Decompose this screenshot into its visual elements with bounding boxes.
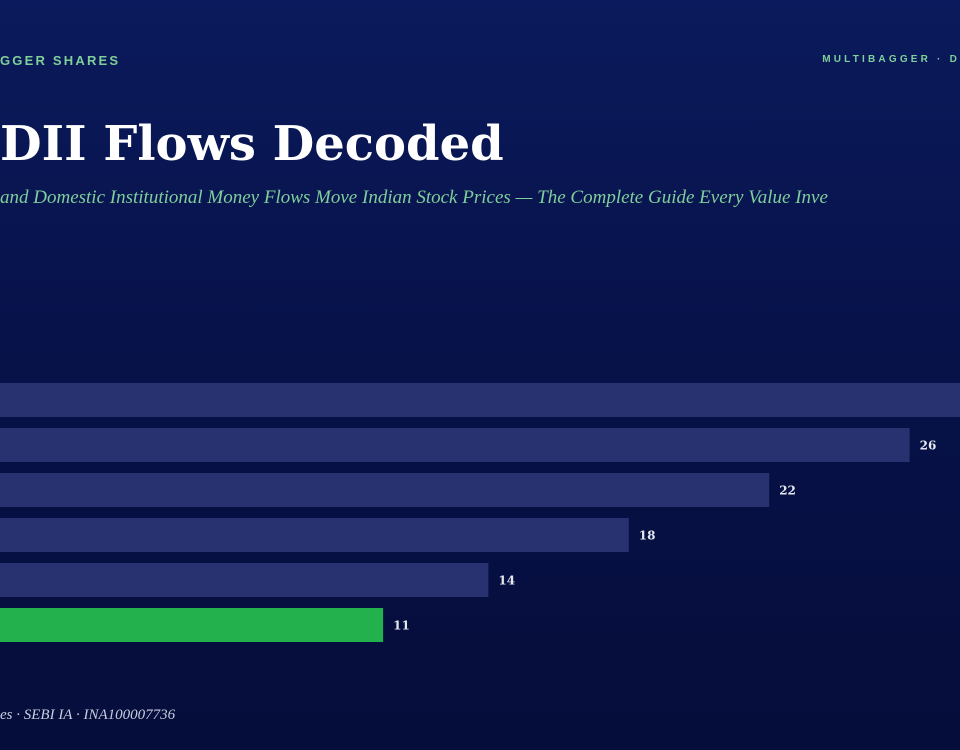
bar xyxy=(0,608,384,642)
bar xyxy=(0,383,960,417)
bar xyxy=(0,563,489,597)
header-right: MULTIBAGGER · D xyxy=(822,54,960,65)
title: DII Flows Decoded xyxy=(0,116,504,172)
bar-value-label: 18 xyxy=(639,529,656,543)
bar xyxy=(0,428,910,462)
brand: GGER SHARES xyxy=(0,53,121,68)
bar-value-label: 26 xyxy=(920,439,937,453)
bar xyxy=(0,518,629,552)
bar-value-label: 11 xyxy=(393,619,410,633)
bar xyxy=(0,473,770,507)
bar-value-label: 22 xyxy=(779,484,796,498)
bar-value-label: 14 xyxy=(498,574,515,588)
subtitle: and Domestic Institutional Money Flows M… xyxy=(0,187,828,208)
footer: es · SEBI IA · INA100007736 xyxy=(0,707,176,723)
